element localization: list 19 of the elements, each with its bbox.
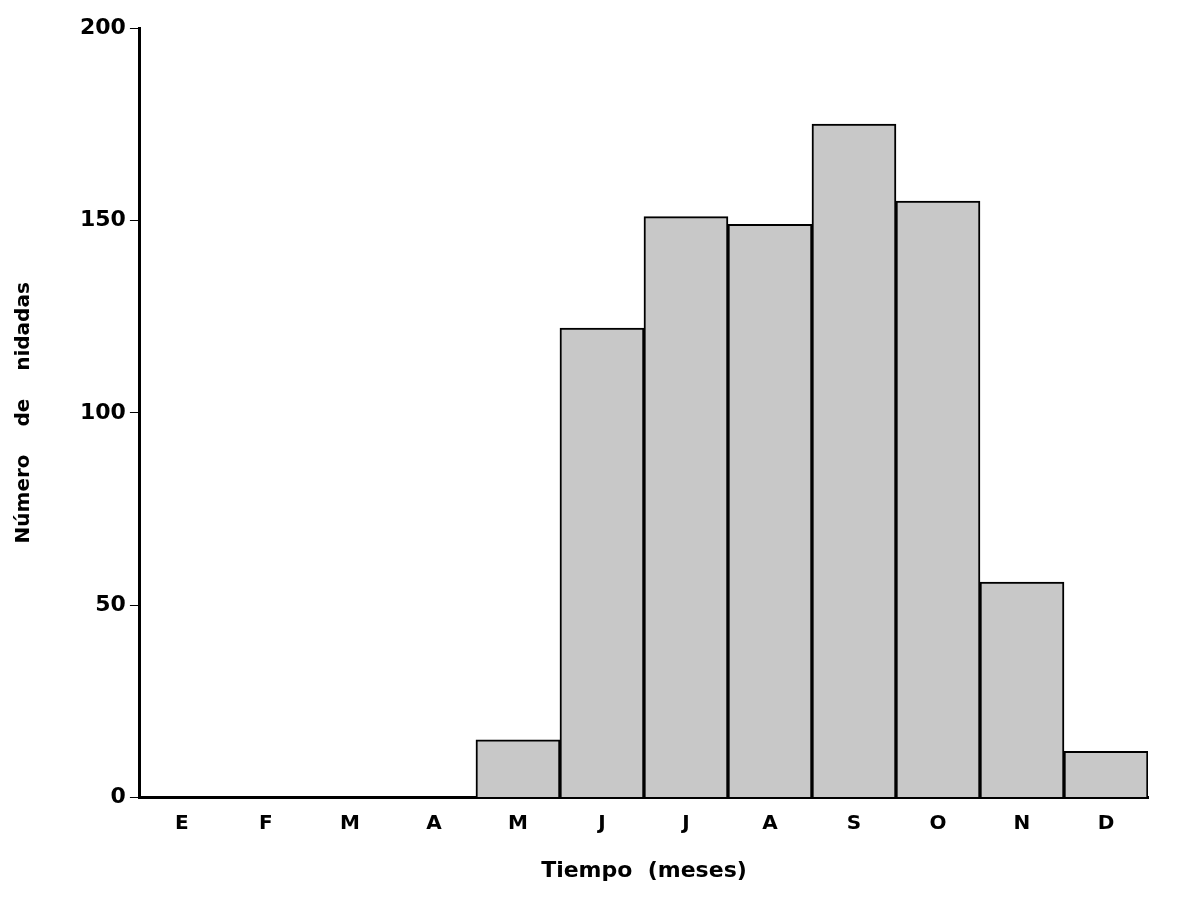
y-tick-label: 50 xyxy=(95,590,126,616)
x-tick-label: M xyxy=(339,809,360,834)
x-axis-title: Tiempo (meses) xyxy=(541,856,747,882)
x-tick-label: F xyxy=(259,809,273,834)
x-tick-label: J xyxy=(680,809,690,834)
y-tick-label: 0 xyxy=(110,783,126,809)
y-tick-label: 200 xyxy=(79,13,126,39)
x-tick-label: M xyxy=(508,809,528,834)
x-tick-label: E xyxy=(175,809,189,834)
y-tick-label: 100 xyxy=(79,398,126,424)
y-axis-title: Número de nidadas xyxy=(10,282,35,544)
x-tick-label: S xyxy=(846,809,862,834)
x-tick-label: O xyxy=(929,809,947,834)
x-tick-label: N xyxy=(1013,809,1031,834)
x-tick-label: D xyxy=(1097,809,1115,834)
y-tick-label: 150 xyxy=(79,206,126,232)
x-tick-label: A xyxy=(762,809,779,834)
x-tick-label: A xyxy=(426,809,443,834)
x-tick-label: J xyxy=(596,809,606,834)
